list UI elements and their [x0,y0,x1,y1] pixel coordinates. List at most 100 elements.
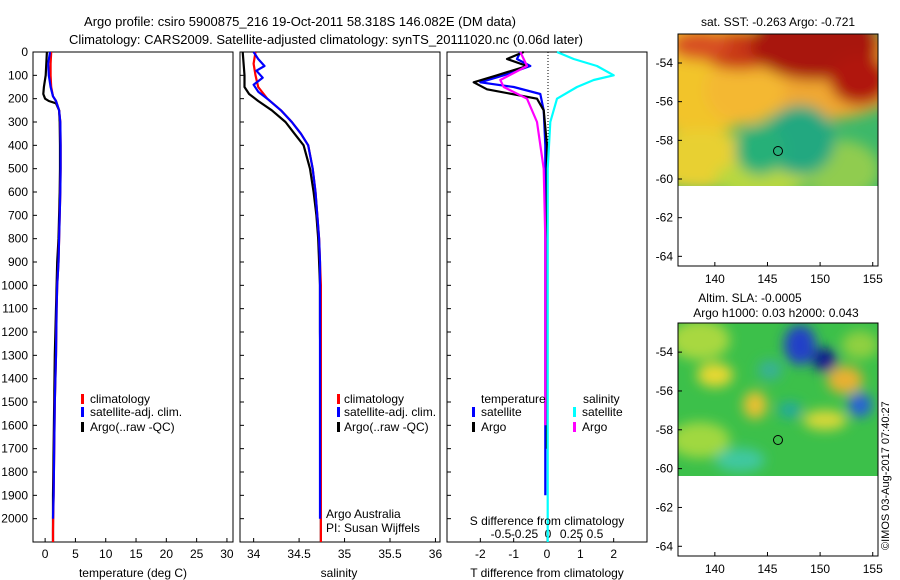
x-tick-label: 1 [577,547,584,561]
legend-swatch-satellite [337,407,340,417]
map-y-tick-label: -60 [656,172,674,186]
legend-label-sal-satellite: satellite [582,405,623,419]
x-tick-label: 10 [99,547,113,561]
legend-swatch-sal-satellite [573,407,576,417]
pressure-axis: 0 100 200 300 400 500 600 700 800 900 1000 1100 1200… [1,45,451,526]
legend-label-satellite: satellite-adj. clim. [90,405,182,419]
legend-label-satellite: satellite-adj. clim. [344,405,436,419]
temperature-xlabel: temperature (deg C) [79,566,187,580]
legend-label-climatology: climatology [90,392,150,406]
salinity-x-axis: 34 34.5 35 35.5 36 [247,538,442,561]
legend-label-sal-argo: Argo [582,420,608,434]
legend-swatch-argo [81,422,84,432]
temperature-legend: climatology satellite-adj. clim. Argo(..… [81,392,182,434]
x-tick-label: 0 [544,547,551,561]
imos-watermark: ©IMOS 03-Aug-2017 07:40:27 [880,401,892,550]
series-line-satellite-adj-clim- [47,51,62,519]
map-y-tick-label: -54 [656,345,674,359]
pressure-tick-label: 100 [8,68,28,82]
map-y-tick-label: -64 [656,539,674,553]
sst-map-axes: 140 145 150 155 -54 -56 -58 -60 -62 -64 [656,56,883,286]
s-difference-label: S difference from climatology [470,514,625,528]
legend-swatch-temp-satellite [472,407,475,417]
header-line-2: Climatology: CARS2009. Satellite-adjuste… [69,32,583,47]
legend-swatch-sal-argo [573,422,576,432]
annotation-argo-australia: Argo Australia [326,507,401,521]
s-tick-label: -0.5 [491,527,512,541]
map-x-tick-label: 145 [757,562,777,576]
legend-label-temp-argo: Argo [481,420,507,434]
difference-panel: -2 -1 0 1 2-0.5 -0.25 0 0.25 0.5 S difference fr… [446,50,648,580]
pressure-tick-label: 1200 [1,325,28,339]
pressure-tick-label: 1800 [1,465,28,479]
legend-label-argo: Argo(..raw -QC) [90,420,175,434]
x-tick-label: -1 [508,547,519,561]
temperature-panel: 0100200300400500600700800900100011001200… [1,45,451,580]
s-tick-label: 0.5 [587,527,604,541]
sst-map-frame [677,33,879,267]
pressure-tick-label: 1300 [1,348,28,362]
difference-legend: temperature salinity satellite Argo sate… [472,392,623,434]
x-tick-label: 2 [610,547,617,561]
legend-label-argo: Argo(..raw -QC) [344,420,429,434]
legend-heading-temperature: temperature [481,392,546,406]
x-tick-label: 36 [429,547,443,561]
salinity-legend: climatology satellite-adj. clim. Argo(..… [337,392,436,434]
salinity-xlabel: salinity [321,566,358,580]
map-x-tick-label: 150 [810,272,830,286]
map-x-tick-label: 150 [810,562,830,576]
pressure-tick-label: 800 [8,232,28,246]
temperature-lines [42,51,62,542]
s-tick-label: -0.25 [511,527,539,541]
temperature-x-axis: 0 5 10 15 20 25 30 [42,538,234,561]
pressure-tick-label: 1600 [1,418,28,432]
pressure-tick-label: 500 [8,162,28,176]
legend-swatch-argo [337,422,340,432]
series-line-satellite-adj-clim- [252,51,322,519]
map-y-tick-label: -64 [656,249,674,263]
x-tick-label: 0 [42,547,49,561]
map-x-tick-label: 155 [863,562,883,576]
map-y-tick-label: -62 [656,500,674,514]
map-x-tick-label: 155 [863,272,883,286]
legend-label-temp-satellite: satellite [481,405,522,419]
pressure-tick-label: 200 [8,92,28,106]
header-line-1: Argo profile: csiro 5900875_216 19-Oct-2… [84,14,516,29]
pressure-tick-label: 1000 [1,278,28,292]
sla-map-frame [677,322,879,557]
pressure-tick-label: 1900 [1,488,28,502]
temperature-axes-frame [32,51,234,543]
annotation-pi: PI: Susan Wijffels [326,521,420,535]
salinity-lines [241,51,322,542]
map-y-tick-label: -58 [656,133,674,147]
map-y-tick-label: -62 [656,211,674,225]
pressure-tick-label: 1400 [1,372,28,386]
map-y-tick-label: -54 [656,56,674,70]
map-y-tick-label: -60 [656,462,674,476]
pressure-tick-label: 400 [8,138,28,152]
legend-label-climatology: climatology [344,392,404,406]
pressure-tick-label: 700 [8,208,28,222]
argo-location-marker [773,435,783,445]
map-x-tick-label: 140 [705,272,725,286]
sla-heatmap [678,323,878,476]
sst-map-panel: sat. SST: -0.263 Argo: -0.721 140 145 150 1 [656,15,883,286]
pressure-tick-label: 900 [8,255,28,269]
series-line-temperature-argo [472,50,549,449]
pressure-tick-label: 1100 [2,302,28,316]
sla-map-title-1: Altim. SLA: -0.0005 [698,291,802,305]
x-tick-label: -2 [475,547,486,561]
map-x-tick-label: 140 [705,562,725,576]
t-difference-label: T difference from climatology [470,566,624,580]
map-y-tick-label: -56 [656,384,674,398]
series-line-salinity-satellite [546,50,615,542]
map-y-tick-label: -58 [656,423,674,437]
sla-map-axes: 140 145 150 155 -54 -56 -58 -60 -62 -64 [656,345,883,576]
pressure-tick-label: 2000 [1,512,28,526]
x-tick-label: 35 [338,547,352,561]
x-tick-label: 30 [220,547,234,561]
x-tick-label: 34 [247,547,261,561]
map-x-tick-label: 145 [757,272,777,286]
legend-heading-salinity: salinity [583,392,620,406]
